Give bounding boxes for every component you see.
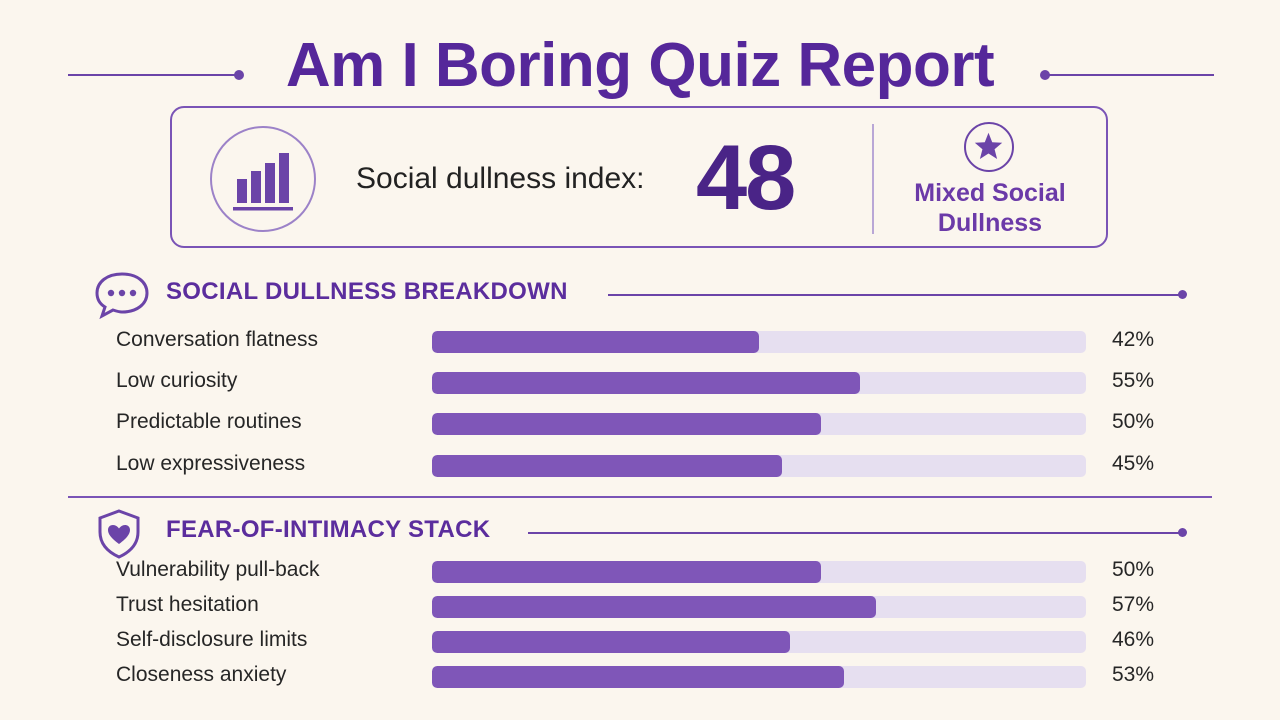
heart-shield-icon (98, 509, 140, 559)
title-row: Am I Boring Quiz Report (0, 18, 1280, 100)
bar-track (432, 331, 1086, 353)
section-rule-dot (1178, 290, 1187, 299)
bar-category-label: Trust hesitation (116, 593, 259, 616)
bar-fill (432, 455, 782, 477)
section-header-social-dullness: SOCIAL DULLNESS BREAKDOWN (94, 270, 1194, 320)
bar-category-label: Closeness anxiety (116, 663, 287, 686)
bar-category-label: Self-disclosure limits (116, 628, 308, 651)
bar-category-label: Predictable routines (116, 410, 302, 433)
bar-value-label: 57% (1112, 593, 1155, 616)
verdict-line-1: Mixed Social (914, 179, 1066, 207)
bar-category-label: Vulnerability pull-back (116, 558, 320, 581)
verdict-line-2: Dullness (937, 209, 1043, 237)
score-card: Social dullness index: 48 Mixed Social D… (170, 106, 1108, 248)
bar-fill (432, 631, 790, 653)
page-title: Am I Boring Quiz Report (285, 31, 995, 100)
speech-bubble-icon (95, 272, 149, 320)
bar-track (432, 372, 1086, 394)
bar-fill (432, 561, 821, 583)
bar-value-label: 42% (1112, 328, 1155, 351)
verdict: Mixed Social Dullness (888, 178, 1092, 238)
bar-track (432, 413, 1086, 435)
score-value: 48 (696, 127, 796, 229)
bar-row: Self-disclosure limits 46% (0, 628, 1280, 658)
title-dot-right (1040, 70, 1050, 80)
bar-value-label: 50% (1112, 410, 1155, 433)
bar-value-label: 53% (1112, 663, 1155, 686)
title-rule-left (68, 74, 238, 76)
bar-fill (432, 413, 821, 435)
bar-row: Predictable routines 50% (0, 410, 1280, 440)
bar-category-label: Low expressiveness (116, 452, 306, 475)
bar-track (432, 666, 1086, 688)
score-label: Social dullness index: (356, 162, 645, 195)
section-rule (608, 294, 1182, 296)
bar-value-label: 55% (1112, 369, 1155, 392)
section-title: SOCIAL DULLNESS BREAKDOWN (166, 278, 568, 305)
bar-category-label: Conversation flatness (116, 328, 318, 351)
section-title: FEAR-OF-INTIMACY STACK (166, 516, 491, 543)
bar-row: Low curiosity 55% (0, 369, 1280, 399)
bar-fill (432, 331, 759, 353)
bar-row: Vulnerability pull-back 50% (0, 558, 1280, 588)
section-divider (68, 496, 1212, 498)
section-header-fear-of-intimacy: FEAR-OF-INTIMACY STACK (94, 508, 1194, 559)
bar-row: Conversation flatness 42% (0, 328, 1280, 358)
bar-fill (432, 666, 844, 688)
bar-value-label: 46% (1112, 628, 1155, 651)
bar-row: Closeness anxiety 53% (0, 663, 1280, 693)
star-icon (964, 122, 1014, 172)
title-dot-left (234, 70, 244, 80)
bar-value-label: 45% (1112, 452, 1155, 475)
bar-track (432, 631, 1086, 653)
card-divider (872, 124, 874, 234)
section-rule (528, 532, 1182, 534)
bar-track (432, 596, 1086, 618)
bar-fill (432, 596, 876, 618)
bar-row: Trust hesitation 57% (0, 593, 1280, 623)
bar-chart-icon (210, 126, 316, 232)
section-rule-dot (1178, 528, 1187, 537)
bar-value-label: 50% (1112, 558, 1155, 581)
bar-track (432, 455, 1086, 477)
title-rule-right (1046, 74, 1214, 76)
bar-row: Low expressiveness 45% (0, 452, 1280, 482)
bar-category-label: Low curiosity (116, 369, 238, 392)
bar-fill (432, 372, 860, 394)
bar-track (432, 561, 1086, 583)
